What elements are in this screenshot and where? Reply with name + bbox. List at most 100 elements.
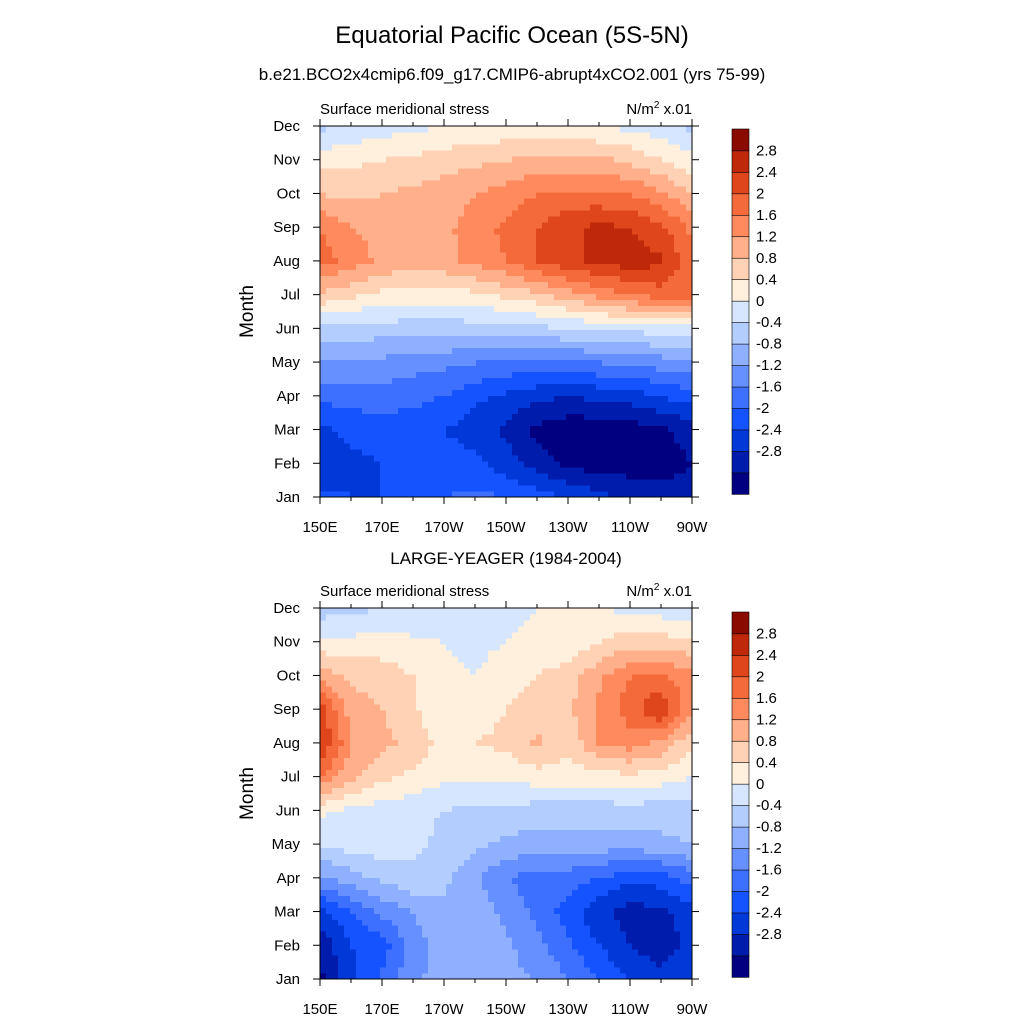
heatmap-cell [560, 161, 567, 169]
heatmap-cell [656, 389, 663, 396]
heatmap-cell [548, 383, 555, 390]
heatmap-cell [410, 239, 417, 247]
heatmap-cell [482, 341, 489, 348]
heatmap-cell [644, 419, 651, 426]
heatmap-cell [362, 269, 369, 277]
heatmap-cell [422, 883, 429, 890]
heatmap-cell [332, 126, 339, 133]
heatmap-cell [440, 275, 447, 283]
heatmap-cell [452, 353, 459, 360]
heatmap-cell [374, 341, 381, 348]
heatmap-cell [632, 299, 639, 307]
heatmap-cell [380, 143, 387, 151]
heatmap-cell [548, 257, 555, 265]
heatmap-cell [422, 895, 429, 902]
heatmap-cell [572, 329, 579, 337]
heatmap-cell [530, 179, 537, 187]
heatmap-cell [464, 931, 471, 938]
heatmap-cell [440, 491, 447, 498]
heatmap-cell [662, 371, 669, 378]
heatmap-cell [560, 425, 567, 432]
heatmap-cell [596, 173, 603, 181]
heatmap-cell [674, 311, 681, 319]
heatmap-cell [476, 269, 483, 277]
heatmap-cell [674, 377, 681, 384]
heatmap-cell [620, 955, 627, 962]
heatmap-cell [662, 883, 669, 890]
heatmap-cell [644, 461, 651, 468]
y-tick-label: Dec [273, 118, 300, 135]
heatmap-cell [626, 221, 633, 229]
heatmap-cell [602, 913, 609, 920]
heatmap-cell [350, 305, 357, 313]
heatmap-cell [518, 419, 525, 426]
heatmap-cell [416, 955, 423, 962]
heatmap-cell [332, 269, 339, 277]
heatmap-cell [512, 955, 519, 962]
heatmap-cell [644, 449, 651, 456]
heatmap-cell [440, 233, 447, 241]
heatmap-cell [422, 137, 429, 145]
heatmap-cell [590, 967, 597, 974]
heatmap-cell [446, 955, 453, 962]
heatmap-cell [614, 317, 621, 325]
heatmap-cell [386, 485, 393, 492]
heatmap-cell [488, 883, 495, 890]
heatmap-cell [452, 155, 459, 163]
heatmap-cell [560, 377, 567, 384]
heatmap-cell [350, 347, 357, 354]
heatmap-cell [638, 955, 645, 962]
heatmap-cell [518, 161, 525, 169]
heatmap-cell [476, 161, 483, 169]
heatmap-cell [644, 937, 651, 944]
heatmap-cell [638, 239, 645, 247]
heatmap-cell [398, 143, 405, 151]
heatmap-cell [650, 931, 657, 938]
heatmap-cell [674, 329, 681, 337]
heatmap-cell [476, 961, 483, 968]
heatmap-cell [614, 973, 621, 980]
heatmap-cell [566, 275, 573, 283]
heatmap-cell [362, 443, 369, 450]
heatmap-cell [650, 209, 657, 217]
heatmap-cell [560, 437, 567, 444]
heatmap-cell [350, 131, 357, 139]
heatmap-cell [500, 913, 507, 920]
heatmap-cell [530, 131, 537, 139]
heatmap-cell [422, 359, 429, 366]
heatmap-cell [404, 149, 411, 157]
heatmap-cell [416, 943, 423, 950]
heatmap-cell [650, 173, 657, 181]
heatmap-cell [668, 473, 675, 480]
heatmap-cell [662, 131, 669, 139]
heatmap-cell [476, 353, 483, 360]
heatmap-cell [632, 263, 639, 271]
heatmap-cell [608, 371, 615, 378]
heatmap-cell [398, 227, 405, 235]
heatmap-cell [626, 209, 633, 217]
heatmap-cell [674, 191, 681, 199]
heatmap-cell [464, 455, 471, 462]
heatmap-cell [416, 449, 423, 456]
heatmap-cell [650, 395, 657, 402]
heatmap-cell [452, 197, 459, 205]
heatmap-cell [674, 461, 681, 468]
heatmap-cell [398, 149, 405, 157]
heatmap-cell [440, 311, 447, 319]
heatmap-cell [458, 889, 465, 896]
heatmap-cell [686, 473, 693, 480]
heatmap-cell [410, 383, 417, 390]
heatmap-cell [530, 227, 537, 235]
heatmap-cell [674, 305, 681, 313]
heatmap-cell [350, 353, 357, 360]
heatmap-cell [332, 491, 339, 498]
heatmap-cell [368, 889, 375, 896]
heatmap-cell [356, 889, 363, 896]
heatmap-cell [470, 913, 477, 920]
heatmap-cell [518, 377, 525, 384]
heatmap-cell [344, 883, 351, 890]
heatmap-cell [530, 437, 537, 444]
heatmap-cell [356, 883, 363, 890]
heatmap-cell [632, 275, 639, 283]
heatmap-cell [620, 311, 627, 319]
